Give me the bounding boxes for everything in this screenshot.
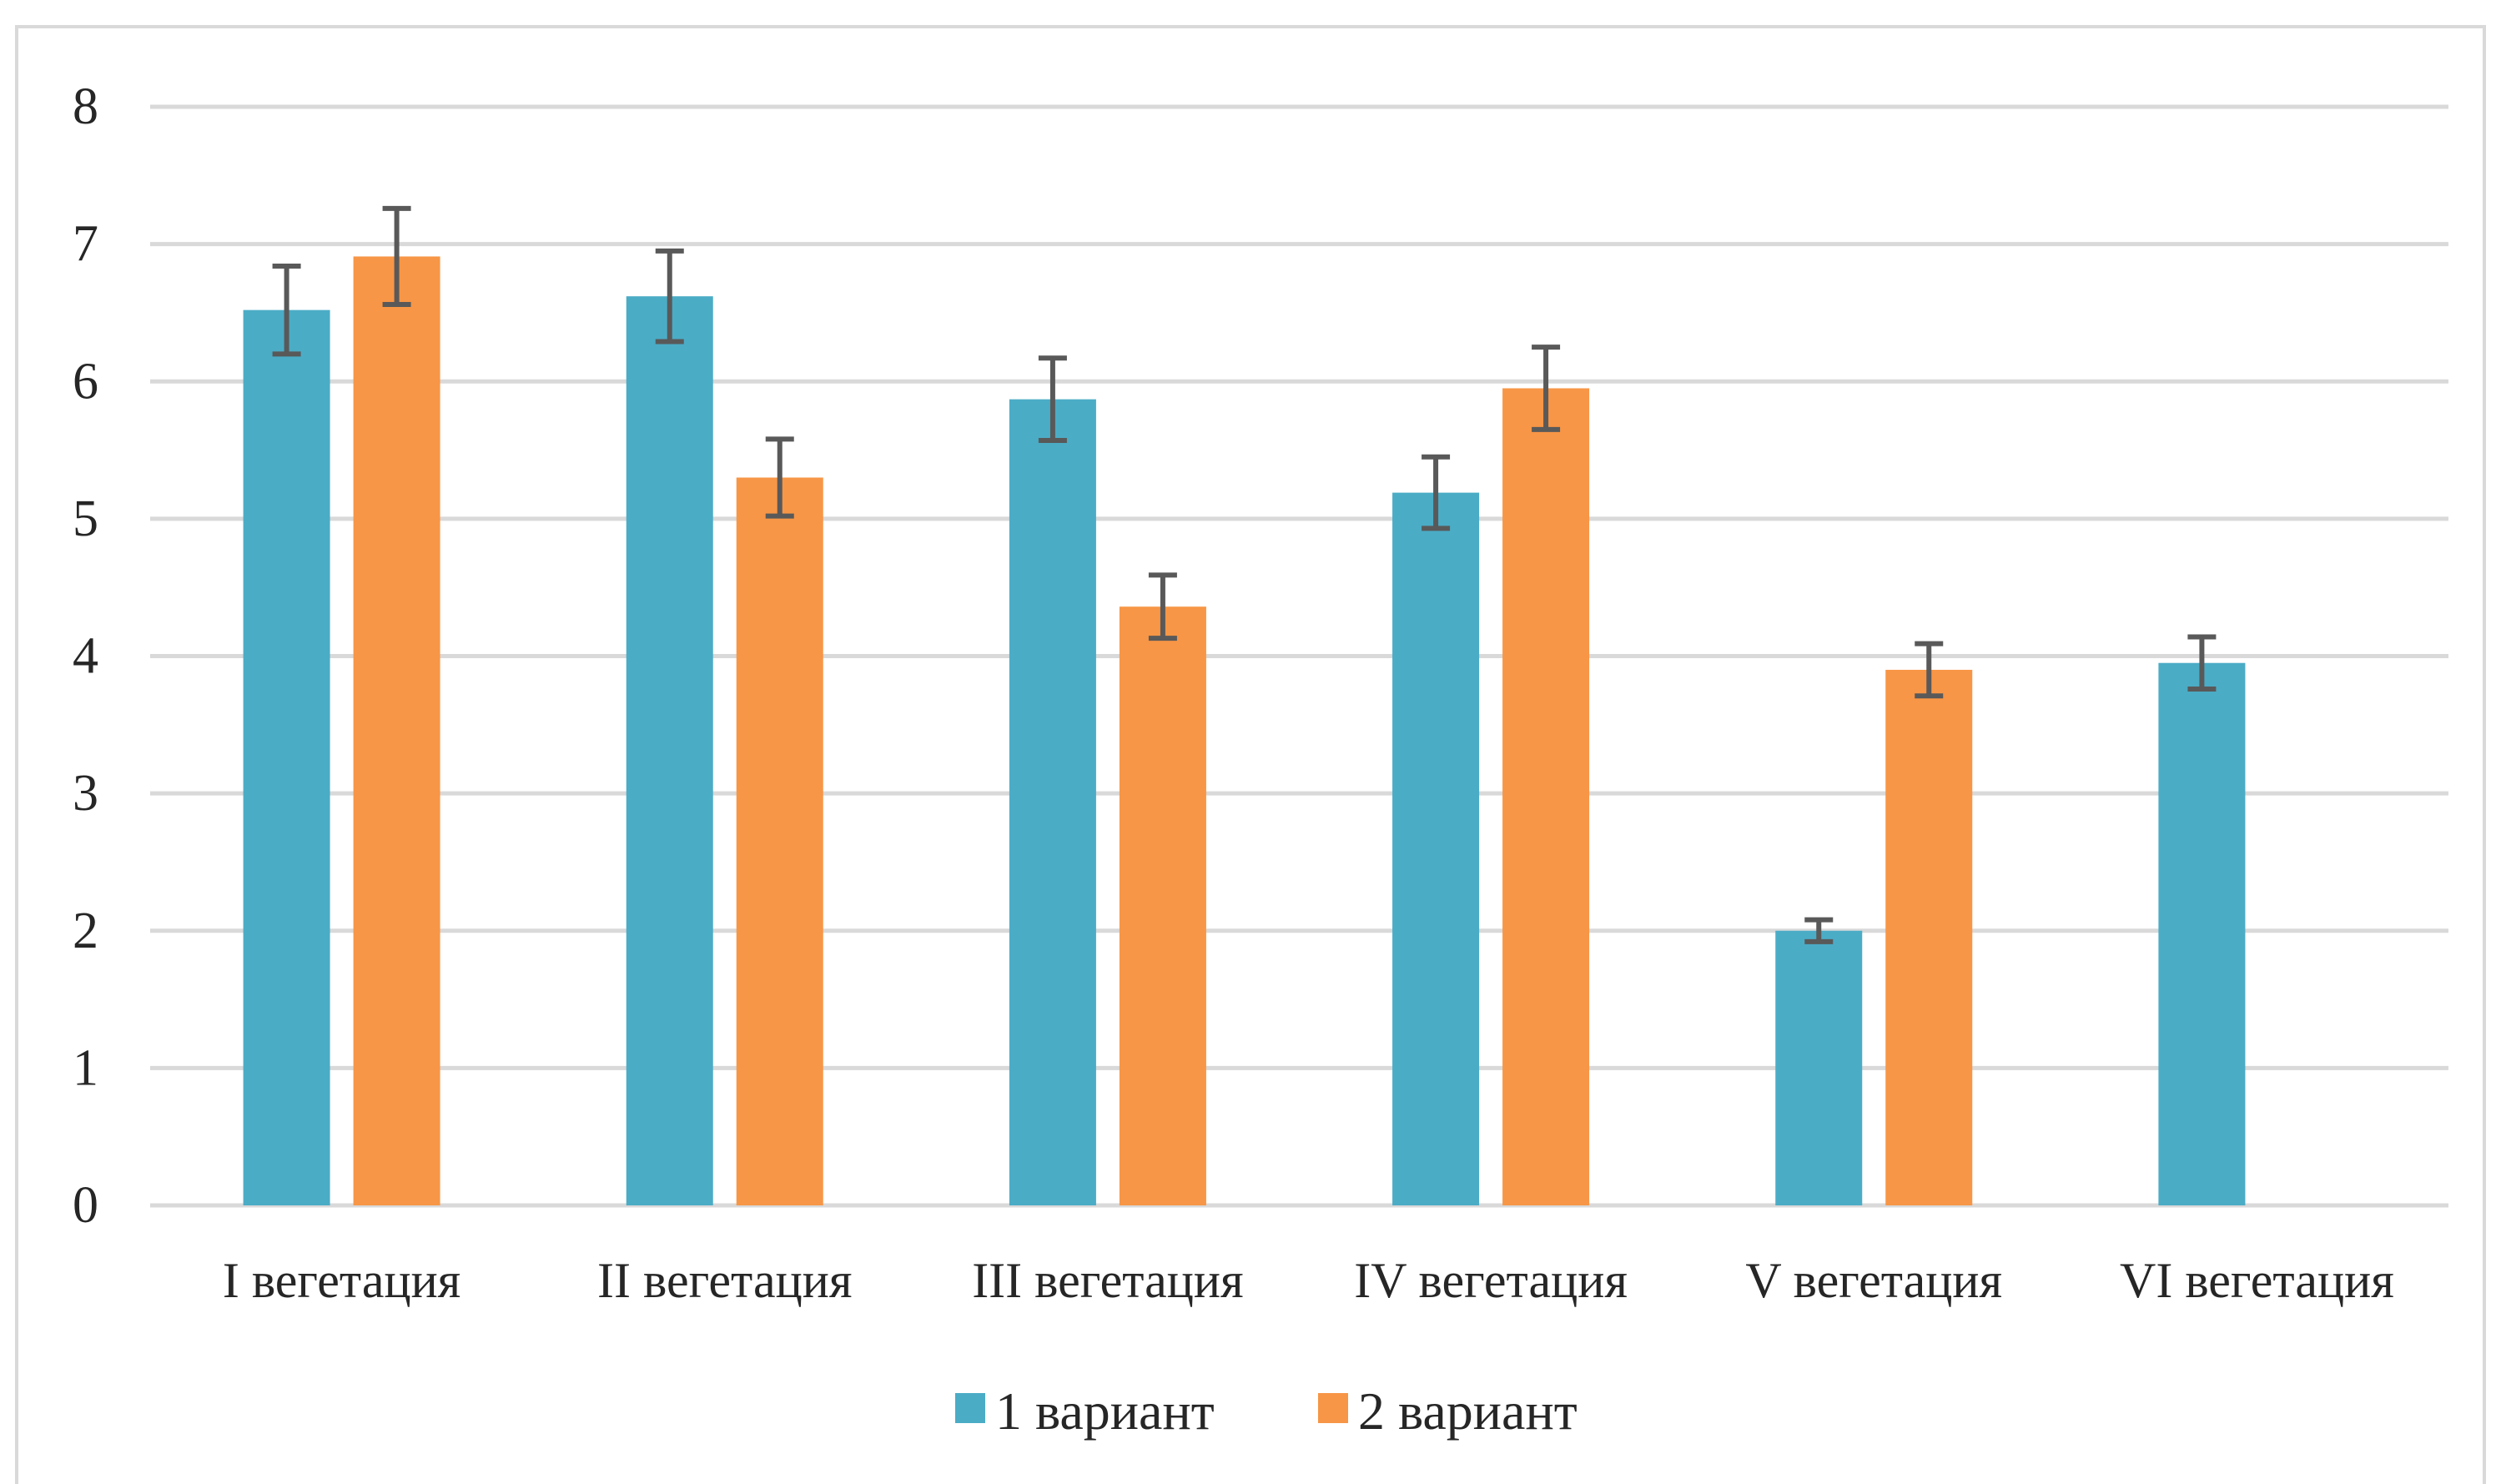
bar <box>353 256 440 1205</box>
legend-label: 2 вариант <box>1358 1381 1578 1441</box>
gridlines <box>150 104 2448 1208</box>
legend-swatch <box>955 1393 985 1423</box>
x-category-label: II вегетация <box>597 1253 852 1308</box>
bar <box>2158 662 2246 1205</box>
y-axis-ticks: 0 1 2 3 4 5 6 7 8 <box>73 78 98 1234</box>
x-category-label: I вегетация <box>223 1253 460 1308</box>
x-category-label: III вегетация <box>972 1253 1243 1308</box>
bar <box>1119 606 1206 1205</box>
x-category-label: IV вегетация <box>1354 1253 1628 1308</box>
x-axis-categories: I вегетация II вегетация III вегетация IV в… <box>223 1253 2394 1308</box>
bar <box>1392 492 1480 1205</box>
bar <box>1775 930 1863 1205</box>
y-tick-label: 5 <box>73 490 98 547</box>
y-tick-label: 4 <box>73 628 98 685</box>
bar <box>1502 388 1590 1205</box>
bar <box>1009 399 1096 1205</box>
legend-label: 1 вариант <box>995 1381 1215 1441</box>
y-tick-label: 8 <box>73 78 98 135</box>
legend-swatch <box>1318 1393 1348 1423</box>
y-tick-label: 1 <box>73 1039 98 1096</box>
x-category-label: VI вегетация <box>2120 1253 2394 1308</box>
y-tick-label: 3 <box>73 765 98 822</box>
legend: 1 вариант 2 вариант <box>955 1381 1578 1441</box>
bar <box>1885 669 1973 1205</box>
bars <box>243 256 2246 1205</box>
y-tick-label: 2 <box>73 903 98 959</box>
bar <box>243 309 330 1205</box>
y-tick-label: 6 <box>73 353 98 410</box>
x-category-label: V вегетация <box>1745 1253 2002 1308</box>
bar <box>626 296 713 1205</box>
y-tick-label: 7 <box>73 216 98 273</box>
y-tick-label: 0 <box>73 1177 98 1234</box>
bar <box>736 477 823 1205</box>
error-bars <box>272 205 2217 944</box>
